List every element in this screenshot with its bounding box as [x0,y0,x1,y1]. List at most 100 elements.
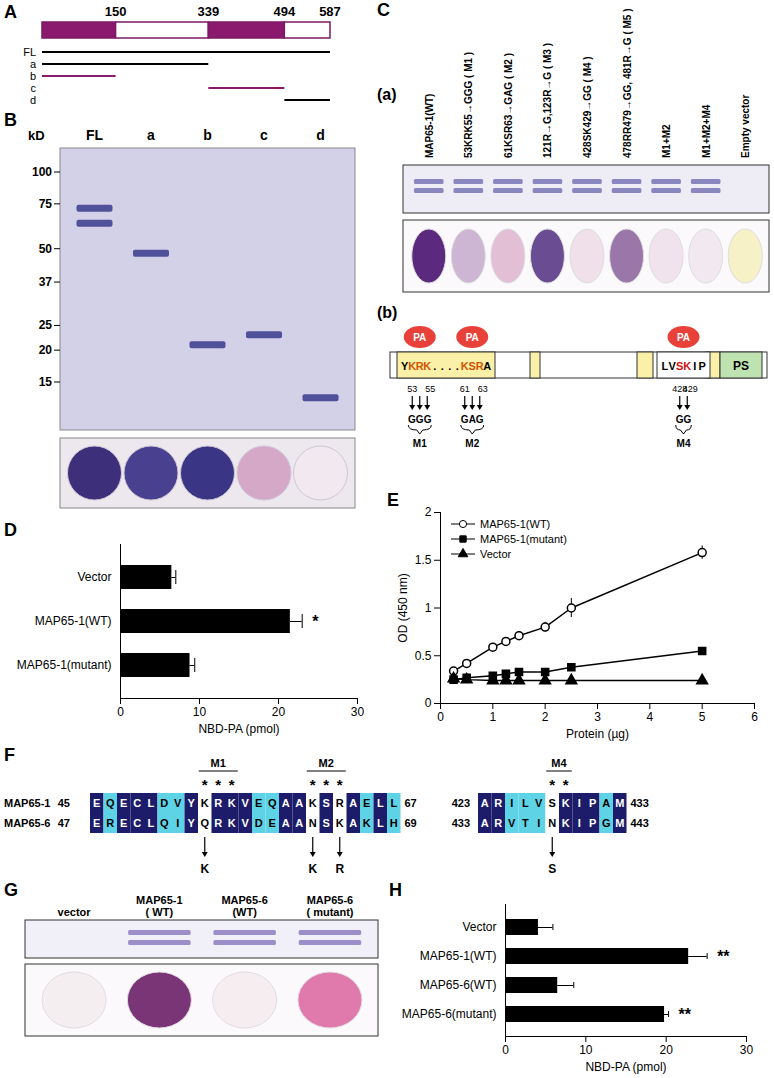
svg-text:0: 0 [502,1043,509,1057]
svg-text:0: 0 [117,705,124,719]
svg-text:K: K [200,862,209,876]
svg-text:45: 45 [58,797,70,809]
svg-text:10: 10 [579,1043,593,1057]
svg-text:PA: PA [466,332,479,343]
svg-text:E: E [269,817,276,829]
svg-text:PA: PA [413,332,426,343]
svg-text:*: * [312,613,319,630]
svg-text:121R→G,123R→G ( M3 ): 121R→G,123R→G ( M3 ) [542,43,553,158]
svg-text:30: 30 [351,705,365,719]
svg-text:25: 25 [39,318,53,332]
svg-text:A: A [349,797,357,809]
svg-text:5: 5 [699,710,706,724]
svg-text:100: 100 [32,165,52,179]
svg-text:S: S [323,817,330,829]
svg-text:.: . [441,360,444,372]
svg-text:*: * [323,776,329,793]
svg-text:K: K [201,797,209,809]
svg-text:Q: Q [268,797,277,809]
svg-text:*: * [202,776,208,793]
svg-text:MAP65-1(WT): MAP65-1(WT) [424,94,435,158]
svg-text:MAP65-6: MAP65-6 [221,894,267,906]
svg-text:GAG: GAG [461,414,484,425]
svg-text:c: c [260,127,268,143]
svg-text:20: 20 [272,705,286,719]
svg-text:M: M [615,817,624,829]
svg-text:N: N [548,817,556,829]
svg-text:423: 423 [452,797,470,809]
svg-text:a: a [147,127,155,143]
svg-text:10: 10 [193,705,207,719]
svg-text:A: A [602,797,610,809]
svg-text:GG: GG [676,414,692,425]
svg-text:c: c [31,82,37,94]
svg-text:2: 2 [425,505,432,519]
svg-text:R: R [494,797,502,809]
svg-text:K: K [308,862,317,876]
svg-text:K: K [683,360,691,372]
svg-text:428SK429→GG ( M4 ): 428SK429→GG ( M4 ) [582,56,593,158]
svg-text:*: * [215,776,221,793]
svg-text:MAP65-6(mutant): MAP65-6(mutant) [402,1007,497,1021]
svg-text:0.5: 0.5 [415,649,432,663]
svg-text:*: * [337,776,343,793]
svg-text:C: C [377,0,390,20]
svg-text:R: R [214,797,222,809]
svg-text:478RR479→GG, 481R→G ( M5 ): 478RR479→GG, 481R→G ( M5 ) [622,9,633,159]
svg-text:FL: FL [23,46,36,58]
svg-text:MAP65-1(mutant): MAP65-1(mutant) [17,658,112,672]
svg-text:61KSR63→GAG ( M2 ): 61KSR63→GAG ( M2 ) [503,53,514,158]
svg-text:V: V [535,797,543,809]
svg-text:N: N [309,817,317,829]
svg-text:69: 69 [405,817,417,829]
svg-text:Vector: Vector [462,920,496,934]
svg-text:75: 75 [39,197,53,211]
svg-text:0: 0 [425,696,432,710]
svg-text:S: S [323,797,330,809]
svg-text:M: M [615,797,624,809]
svg-text:R: R [494,817,502,829]
svg-text:H: H [390,817,398,829]
svg-text:*: * [563,776,569,793]
svg-text:R: R [106,817,114,829]
svg-text:61: 61 [460,384,470,394]
svg-text:.: . [456,360,459,372]
svg-text:R: R [335,862,344,876]
svg-text:494: 494 [274,4,296,19]
svg-text:L: L [147,797,154,809]
svg-text:37: 37 [39,275,53,289]
svg-text:G: G [4,880,18,900]
svg-text:339: 339 [197,4,219,19]
svg-text:K: K [228,797,236,809]
svg-text:K: K [309,797,317,809]
svg-text:587: 587 [319,4,341,19]
svg-text:b: b [203,127,212,143]
svg-text:P: P [589,817,596,829]
svg-text:A: A [295,817,303,829]
svg-text:B: B [4,110,17,130]
svg-text:*: * [229,776,235,793]
svg-text:GGG: GGG [408,414,432,425]
svg-text:M2: M2 [319,757,334,769]
svg-text:V: V [242,817,250,829]
svg-text:433: 433 [631,797,649,809]
svg-text:(WT): (WT) [232,906,257,918]
svg-text:1.5: 1.5 [415,553,432,567]
svg-text:L: L [661,360,668,372]
svg-text:K: K [461,360,469,372]
svg-text:K: K [423,360,431,372]
svg-text:**: ** [679,1006,692,1023]
svg-text:A: A [483,360,491,372]
svg-text:Empty vector: Empty vector [740,95,751,158]
svg-text:Vector: Vector [77,570,111,584]
svg-text:(a): (a) [377,86,397,103]
svg-text:I: I [176,817,179,829]
svg-text:3: 3 [594,710,601,724]
svg-text:FL: FL [86,127,104,143]
svg-text:K: K [336,817,344,829]
svg-text:M1: M1 [413,438,427,449]
svg-text:( mutant): ( mutant) [306,906,353,918]
svg-text:L: L [147,817,154,829]
svg-text:(b): (b) [377,304,397,321]
svg-text:I: I [693,360,696,372]
